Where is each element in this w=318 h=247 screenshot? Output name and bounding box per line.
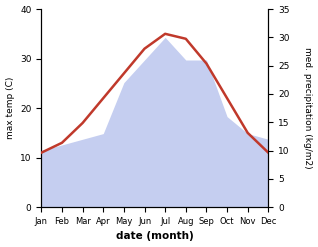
Y-axis label: max temp (C): max temp (C) [5,77,15,139]
X-axis label: date (month): date (month) [116,231,194,242]
Y-axis label: med. precipitation (kg/m2): med. precipitation (kg/m2) [303,47,313,169]
